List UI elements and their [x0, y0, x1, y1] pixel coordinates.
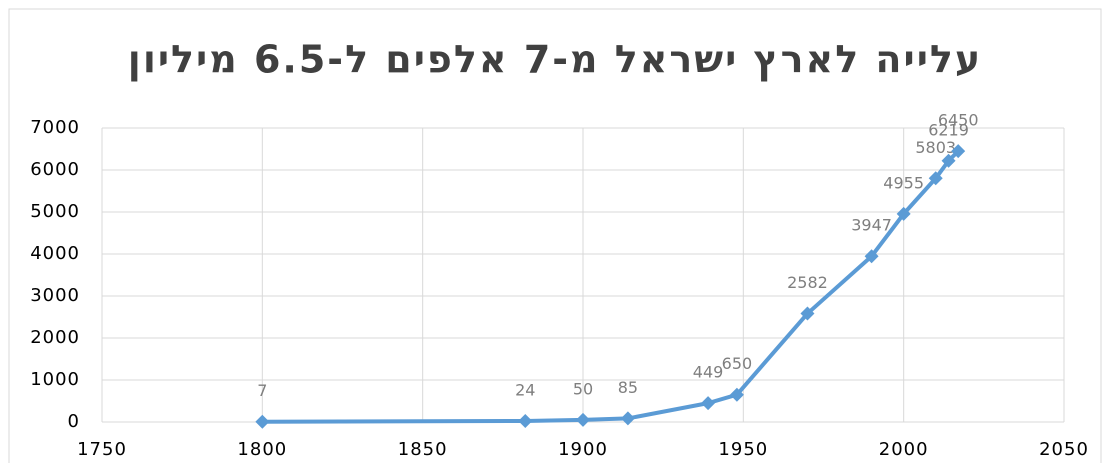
data-label: 4955 [883, 173, 924, 192]
x-tick-label: 1850 [398, 439, 448, 460]
data-label: 6450 [938, 111, 979, 130]
data-label: 85 [618, 378, 638, 397]
data-label: 7 [257, 381, 267, 400]
y-tick-label: 1000 [30, 369, 80, 390]
data-label: 2582 [787, 273, 828, 292]
marker [928, 171, 943, 186]
marker [800, 306, 815, 321]
y-tick-label: 2000 [30, 327, 80, 348]
x-tick-label: 2000 [879, 439, 929, 460]
data-label: 24 [515, 380, 535, 399]
data-label: 6219 [928, 120, 969, 139]
chart-title: עלייה לארץ ישראל מ-7 אלפים ל-6.5 מיליון [128, 38, 982, 82]
x-tick-label: 1900 [558, 439, 608, 460]
marker [255, 414, 270, 429]
marker [951, 144, 966, 159]
marker [864, 249, 879, 264]
y-tick-label: 6000 [30, 159, 80, 180]
x-tick-label: 1950 [718, 439, 768, 460]
data-label: 50 [573, 379, 593, 398]
data-label: 650 [722, 354, 753, 373]
y-tick-label: 7000 [30, 117, 80, 138]
marker [576, 412, 590, 427]
marker [701, 396, 716, 411]
data-label: 3947 [851, 216, 892, 235]
marker [941, 153, 956, 168]
data-label: 449 [693, 363, 724, 382]
chart-border [8, 8, 1102, 463]
x-tick-label: 1800 [237, 439, 287, 460]
marker [620, 411, 635, 426]
x-tick-label: 2050 [1039, 439, 1089, 460]
x-tick-label: 1750 [77, 439, 127, 460]
marker [896, 206, 911, 221]
y-tick-label: 4000 [30, 243, 80, 264]
y-tick-label: 0 [68, 411, 80, 432]
y-tick-label: 5000 [30, 201, 80, 222]
y-tick-label: 3000 [30, 285, 80, 306]
data-label: 5803 [915, 138, 956, 157]
marker [518, 413, 533, 428]
marker [729, 387, 744, 402]
